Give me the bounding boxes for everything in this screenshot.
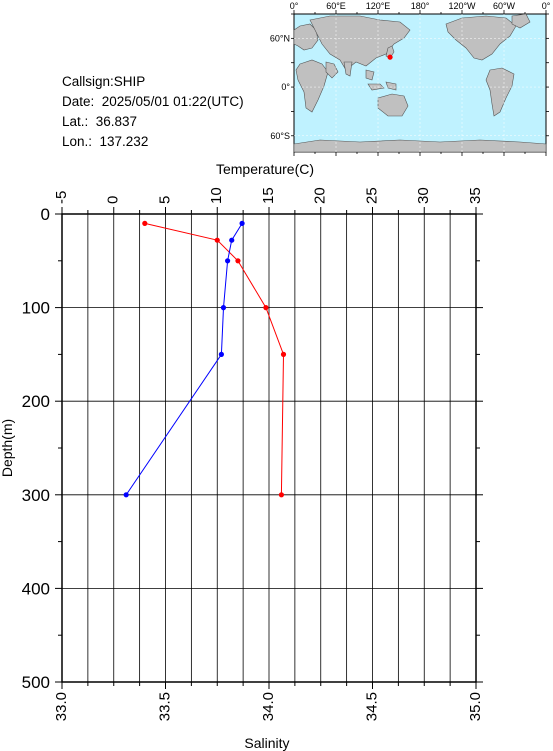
horizontal-gridlines: [62, 307, 476, 589]
salinity-tick-label: 33.0: [53, 692, 70, 721]
temperature-point: [142, 220, 148, 226]
map-longitude-label: 120°E: [366, 1, 391, 11]
temperature-tick-label: 15: [260, 187, 277, 204]
salinity-axis: 33.0 33.5 34.0 34.5 35.0: [53, 682, 484, 721]
map-longitude-label: 60°W: [493, 1, 516, 11]
depth-tick-label: 300: [22, 486, 50, 505]
map-longitude-label: 180°: [411, 1, 430, 11]
map-graticule: [294, 14, 546, 152]
temperature-tick-label: 30: [415, 187, 432, 204]
temperature-point: [214, 237, 220, 243]
salinity-point: [229, 237, 235, 243]
temperature-tick-label: 5: [156, 196, 173, 204]
vertical-gridlines: [87, 214, 451, 682]
map-latitude-label: 60°S: [270, 131, 290, 141]
salinity-line: [125, 223, 243, 496]
depth-axis-label: Depth(m): [0, 419, 15, 477]
salinity-tick-label: 34.0: [260, 692, 277, 721]
series-layer: [123, 220, 287, 498]
depth-tick-label: 0: [41, 205, 50, 224]
temperature-tick-label: 20: [312, 187, 329, 204]
date-label: Date: 2025/05/01 01:22(UTC): [62, 94, 244, 109]
temperature-tick-label: 25: [363, 187, 380, 204]
temperature-tick-label: 35: [467, 187, 484, 204]
temperature-point: [235, 258, 241, 264]
depth-axis: 0 100 200 300 400 500: [22, 205, 483, 692]
temperature-point: [278, 492, 285, 498]
station-marker: [387, 54, 393, 60]
temperature-tick-label: 0: [105, 196, 122, 204]
map-longitude-label: 0°: [542, 1, 551, 11]
map-longitude-label: 0°: [290, 1, 299, 11]
salinity-point: [239, 220, 245, 226]
map-latitude-label: 60°N: [270, 33, 290, 43]
map-latitude-labels: 60°N 0° 60°S: [270, 33, 291, 140]
salinity-point: [123, 492, 129, 498]
salinity-tick-label: 33.5: [156, 692, 173, 721]
salinity-tick-label: 35.0: [467, 692, 484, 721]
temperature-point: [280, 351, 287, 357]
station-info: Callsign:SHIP Date: 2025/05/01 01:22(UTC…: [62, 72, 244, 152]
longitude-label: Lon.: 137.232: [62, 134, 149, 149]
temperature-point: [263, 305, 269, 311]
salinity-point: [225, 258, 231, 264]
map-longitude-label: 60°E: [326, 1, 346, 11]
map-longitude-labels: 0° 60°E 120°E 180° 120°W 60°W 0°: [290, 1, 551, 11]
temperature-axis: -5 0 5 10 15 20 25 30 35: [53, 187, 484, 214]
depth-tick-label: 400: [22, 579, 50, 598]
world-map: 0° 60°E 120°E 180° 120°W 60°W 0° 60°N 0° 60°S: [270, 1, 551, 156]
depth-tick-label: 200: [22, 392, 50, 411]
salinity-axis-label: Salinity: [244, 735, 289, 751]
salinity-point: [218, 351, 224, 357]
temperature-axis-label: Temperature(C): [216, 161, 314, 177]
map-ticks: [291, 10, 549, 156]
callsign-label: Callsign:SHIP: [62, 74, 146, 89]
salinity-tick-label: 34.5: [363, 692, 380, 721]
temperature-tick-label: 10: [208, 187, 225, 204]
salinity-point: [220, 305, 227, 311]
latitude-label: Lat.: 36.837: [62, 114, 138, 129]
map-longitude-label: 120°W: [448, 1, 476, 11]
depth-tick-label: 100: [22, 299, 50, 318]
depth-tick-label: 500: [22, 673, 50, 692]
temperature-tick-label: -5: [53, 191, 70, 204]
map-latitude-label: 0°: [281, 82, 290, 92]
temperature-line: [144, 222, 285, 495]
